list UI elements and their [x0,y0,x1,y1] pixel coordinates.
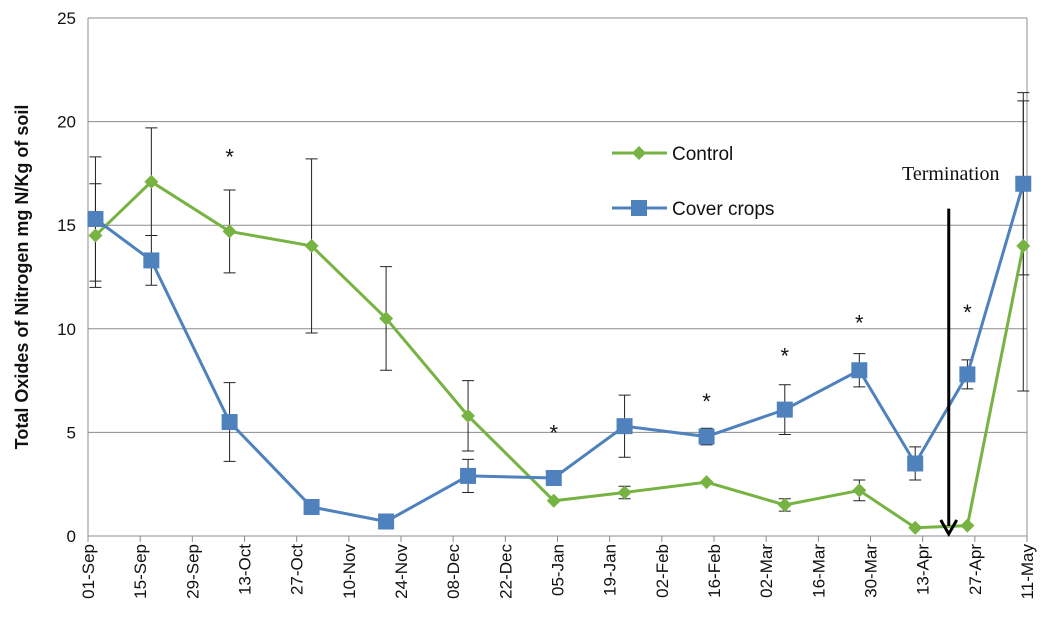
x-tick-label: 13-Apr [914,544,933,595]
annotation: * [549,420,558,445]
marker [959,366,976,383]
x-tick-label: 29-Sep [183,544,202,599]
marker [616,418,633,435]
marker [88,228,103,243]
termination-label: Termination [902,163,999,185]
marker [87,210,104,227]
marker [304,238,319,253]
x-tick-label: 13-Oct [236,544,255,595]
marker [776,401,793,418]
x-tick-label: 08-Dec [444,544,463,599]
y-tick-label: 0 [67,527,76,546]
x-tick-label: 02-Mar [757,544,776,598]
marker [631,200,647,216]
marker [460,467,477,484]
annotation: * [225,145,234,170]
x-tick-label: 01-Sep [79,544,98,599]
marker [378,513,395,530]
y-tick-label: 15 [57,216,76,235]
x-tick-label: 24-Nov [392,544,411,599]
x-tick-label: 10-Nov [340,544,359,599]
annotation: * [781,344,790,369]
x-tick-label: 30-Mar [862,544,881,598]
marker [852,483,867,498]
marker [1016,238,1031,253]
y-tick-label: 20 [57,113,76,132]
marker [546,493,561,508]
x-tick-label: 15-Sep [131,544,150,599]
marker [1015,175,1032,192]
marker [461,408,476,423]
marker [632,146,646,160]
marker [777,497,792,512]
annotation: * [963,300,972,325]
x-tick-label: 27-Oct [288,544,307,595]
legend-label: Cover crops [672,199,774,220]
series-line [94,183,1025,524]
x-tick-label: 27-Apr [966,544,985,595]
x-tick-label: 16-Feb [705,544,724,598]
marker [908,520,923,535]
y-tick-label: 25 [57,9,76,28]
y-axis-label: Total Oxides of Nitrogen mg N/Kg of soil [12,105,32,450]
annotation: * [855,310,864,335]
marker [545,469,562,486]
x-tick-label: 02-Feb [653,544,672,598]
marker [221,414,238,431]
annotation: * [702,389,711,414]
marker [617,485,632,500]
marker [303,498,320,515]
marker [379,311,394,326]
y-tick-label: 5 [67,423,76,442]
series-line [94,179,1025,530]
x-tick-label: 11-May [1018,544,1037,600]
y-tick-label: 10 [57,320,76,339]
marker [960,518,975,533]
x-tick-label: 05-Jan [549,544,568,596]
x-tick-label: 16-Mar [809,544,828,598]
legend-label: Control [672,144,733,165]
marker [143,252,160,269]
x-tick-label: 22-Dec [496,544,515,599]
marker [851,362,868,379]
marker [222,224,237,239]
marker [698,428,715,445]
marker [144,174,159,189]
x-tick-label: 19-Jan [601,544,620,596]
termination-arrowhead [939,519,959,538]
marker [907,455,924,472]
marker [699,475,714,490]
